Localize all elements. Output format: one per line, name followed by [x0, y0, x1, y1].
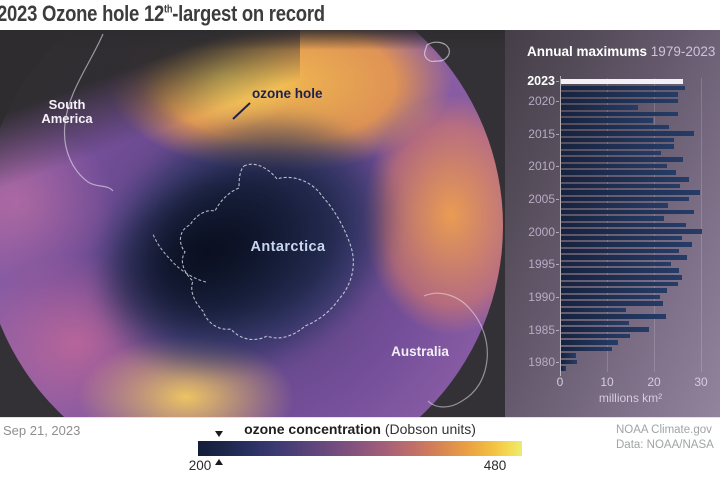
bar-year-2017: [561, 118, 654, 123]
credits: NOAA Climate.gov Data: NOAA/NASA: [616, 423, 714, 453]
bar-year-1984: [561, 333, 631, 339]
y-tick-label-2015: 2015: [528, 126, 555, 141]
x-tick-label-30: 30: [694, 375, 708, 389]
y-tick-label-2005: 2005: [528, 191, 555, 206]
bar-year-2015: [561, 131, 694, 136]
label-ozone-hole: ozone hole: [252, 86, 323, 101]
bar-year-1998: [561, 242, 693, 247]
bar-year-1989: [561, 301, 663, 306]
bar-year-2021: [561, 92, 678, 97]
bar-year-2022: [561, 85, 686, 91]
y-tick-2023: [556, 81, 559, 83]
y-tick-1990: [556, 296, 559, 298]
bar-year-1983: [561, 340, 619, 345]
credit-data: Data: NOAA/NASA: [616, 439, 714, 451]
colorbar: [198, 441, 522, 456]
colorbar-max-value: 480: [483, 458, 507, 473]
y-tick-2015: [556, 133, 559, 135]
bar-year-1999: [561, 235, 683, 241]
bar-year-2002: [561, 216, 664, 221]
y-tick-2000: [556, 231, 559, 233]
bar-year-2010: [561, 163, 668, 169]
bar-year-2013: [561, 144, 674, 149]
label-south-america: South America: [41, 97, 93, 127]
bar-year-1994: [561, 268, 679, 274]
y-tick-label-2010: 2010: [528, 159, 555, 174]
bar-year-2005: [561, 196, 689, 202]
gridline-x-30: [701, 78, 702, 372]
bar-year-2006: [561, 190, 701, 195]
y-tick-label-2020: 2020: [528, 93, 555, 108]
bar-year-1986: [561, 320, 629, 326]
bar-year-1997: [561, 248, 679, 254]
bar-year-1981: [561, 353, 576, 358]
bar-plot: [560, 76, 702, 376]
bar-year-2001: [561, 222, 686, 228]
bar-year-1987: [561, 314, 667, 319]
bar-year-1995: [561, 261, 671, 267]
chart-title: Annual maximums 1979-2023: [527, 44, 716, 59]
y-tick-label-2023: 2023: [527, 74, 555, 89]
credit-source: NOAA Climate.gov: [616, 424, 712, 436]
x-axis-title: millions km²: [598, 391, 663, 405]
y-tick-2020: [556, 100, 559, 102]
bar-year-2014: [561, 137, 675, 143]
y-tick-label-1985: 1985: [528, 322, 555, 337]
y-tick-2005: [556, 198, 559, 200]
bar-year-2000: [561, 229, 702, 234]
x-tick-label-0: 0: [556, 375, 564, 389]
bar-year-1996: [561, 255, 687, 260]
bar-year-2020: [561, 98, 678, 104]
bar-year-1992: [561, 281, 679, 287]
bar-year-1979: [561, 366, 567, 372]
bar-year-1991: [561, 288, 668, 293]
y-tick-1985: [556, 329, 559, 331]
label-australia: Australia: [391, 344, 449, 359]
bar-year-2009: [561, 170, 676, 176]
bar-year-1988: [561, 307, 626, 313]
bar-year-2007: [561, 183, 680, 189]
x-tick-label-10: 10: [600, 375, 614, 389]
bar-year-2023: [561, 78, 684, 85]
bar-year-2008: [561, 176, 689, 182]
title-bar: 2023 Ozone hole 12th-largest on record: [0, 0, 720, 30]
bar-year-2003: [561, 209, 695, 215]
y-tick-1980: [556, 362, 559, 364]
y-tick-label-1980: 1980: [528, 355, 555, 370]
y-tick-label-1995: 1995: [528, 257, 555, 272]
y-axis-line: [560, 76, 561, 376]
y-tick-label-1990: 1990: [528, 289, 555, 304]
threshold-marker-up-icon: [215, 459, 223, 465]
date-label: Sep 21, 2023: [3, 423, 81, 438]
threshold-marker-down-icon: [215, 431, 223, 437]
y-tick-label-2000: 2000: [528, 224, 555, 239]
bar-year-2012: [561, 150, 661, 156]
bar-year-2019: [561, 105, 639, 110]
map-area: South America ozone hole Antarctica Aust…: [0, 30, 720, 417]
legend-bar: Sep 21, 2023 ozone concentration (Dobson…: [0, 417, 720, 478]
annual-maximums-chart: Annual maximums 1979-2023 millions km² 0…: [505, 30, 720, 417]
y-tick-1995: [556, 264, 559, 266]
bar-year-1990: [561, 294, 661, 300]
colorbar-min-value: 200: [188, 458, 212, 473]
bar-year-1982: [561, 346, 612, 352]
page-title: 2023 Ozone hole 12th-largest on record: [0, 1, 325, 26]
bar-year-1993: [561, 274, 683, 280]
bar-year-1980: [561, 359, 577, 365]
top-shadow: [0, 30, 505, 50]
bar-year-2018: [561, 111, 678, 117]
bar-year-1985: [561, 327, 650, 332]
bar-year-2016: [561, 124, 670, 130]
chart-year-range: 1979-2023: [650, 44, 716, 59]
title-superscript: th: [164, 3, 173, 16]
bar-year-2004: [561, 203, 668, 208]
bar-year-2011: [561, 157, 684, 162]
colorbar-units: (Dobson units): [384, 421, 476, 437]
y-tick-2010: [556, 166, 559, 168]
x-tick-label-20: 20: [647, 375, 661, 389]
colorbar-title: ozone concentration (Dobson units): [244, 421, 476, 437]
label-antarctica: Antarctica: [250, 239, 326, 255]
